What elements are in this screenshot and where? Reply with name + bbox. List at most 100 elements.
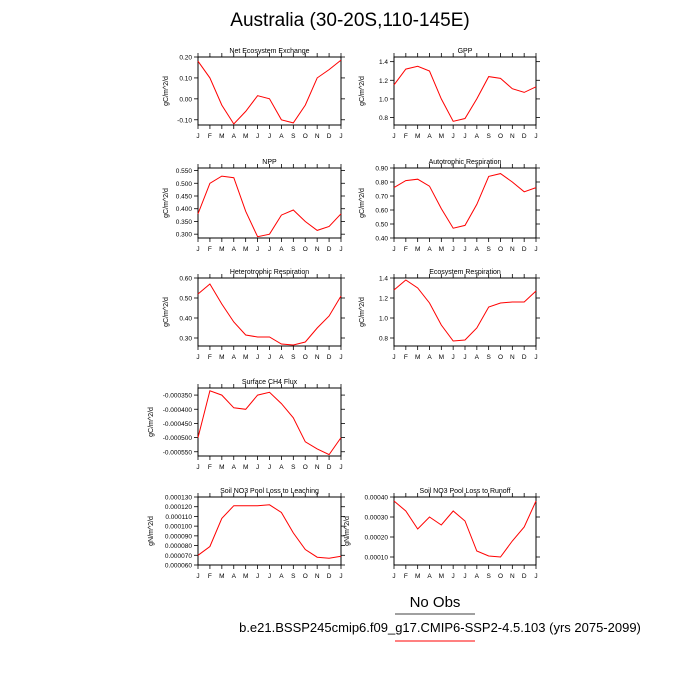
y-tick-label: 0.60 [179,276,192,283]
x-tick-label: J [452,354,455,361]
y-tick-label: 0.000080 [165,543,192,550]
x-tick-label: O [303,133,308,140]
series-line-0 [393,279,537,342]
x-tick-label: J [256,246,259,253]
x-tick-label: S [486,246,491,253]
y-tick-label: -0.000500 [163,435,193,442]
x-tick-label: A [279,354,284,361]
x-tick-label: J [268,354,271,361]
y-tick-label: 0.00020 [365,535,389,542]
y-tick-label: 0.00010 [365,555,389,562]
series-line-0 [197,59,342,125]
y-tick-label: 0.60 [375,208,388,215]
x-tick-label: F [404,133,408,140]
y-tick-label: 0.000100 [165,524,192,531]
panel-frame [393,167,537,239]
x-tick-label: S [291,464,296,471]
x-tick-label: M [439,133,444,140]
y-tick-label: 0.70 [375,194,388,201]
x-tick-label: J [392,246,395,253]
x-tick-label: M [415,133,420,140]
y-tick-label: 1.4 [379,59,388,66]
x-tick-label: J [339,464,342,471]
x-tick-label: N [510,573,515,580]
x-tick-label: F [208,573,212,580]
y-tick-label: -0.000400 [163,407,193,414]
y-tick-label: 0.300 [176,232,193,239]
panel-title: Surface CH4 Flux [242,379,298,386]
x-tick-label: N [315,573,320,580]
x-tick-label: J [256,573,259,580]
x-tick-label: J [392,573,395,580]
x-tick-label: O [303,464,308,471]
x-tick-label: O [498,354,503,361]
x-tick-label: D [327,573,332,580]
x-tick-label: N [510,354,515,361]
y-axis-label: gN/m^2/d [344,516,351,546]
x-tick-label: A [232,246,237,253]
panel-title: GPP [458,48,473,55]
y-tick-label: 1.0 [379,316,388,323]
x-tick-label: J [196,246,199,253]
x-tick-label: J [452,133,455,140]
x-tick-label: M [439,354,444,361]
y-tick-label: 0.450 [176,194,193,201]
series-line-0 [197,283,342,346]
y-tick-label: -0.000350 [163,393,193,400]
x-tick-label: M [415,573,420,580]
x-tick-label: J [463,354,466,361]
y-tick-label: 0.350 [176,219,193,226]
x-tick-label: J [256,354,259,361]
x-tick-label: O [498,246,503,253]
panel-frame [197,56,342,126]
x-tick-label: M [243,464,248,471]
x-tick-label: J [463,573,466,580]
x-tick-label: S [291,573,296,580]
y-tick-label: 0.000090 [165,533,192,540]
y-tick-label: 0.000070 [165,553,192,560]
x-tick-label: A [427,246,432,253]
y-axis-label: gC/m^2/d [163,76,170,106]
x-tick-label: N [315,464,320,471]
x-tick-label: O [498,573,503,580]
y-tick-label: 0.500 [176,181,193,188]
panel-title: Soil NO3 Pool Loss to Runoff [420,488,511,495]
x-tick-label: A [279,133,284,140]
legend-case-label: b.e21.BSSP245cmip6.f09_g17.CMIP6-SSP2-4.… [239,620,641,635]
y-axis-label: gC/m^2/d [163,188,170,218]
x-tick-label: M [439,573,444,580]
y-axis-label: gC/m^2/d [148,407,155,437]
y-tick-label: 0.550 [176,168,193,175]
x-tick-label: A [475,133,480,140]
x-tick-label: J [463,133,466,140]
series-line-0 [393,65,537,122]
panel-5: Ecosystem Respiration gC/m^2/d 1.4 1.2 1.0 0.… [359,269,540,361]
x-tick-label: J [196,133,199,140]
x-tick-label: A [279,464,284,471]
x-tick-label: N [315,246,320,253]
x-tick-label: D [522,246,527,253]
x-tick-label: J [256,464,259,471]
x-tick-label: D [327,464,332,471]
y-tick-label: 0.8 [379,115,388,122]
x-tick-label: J [339,354,342,361]
panel-0: Net Ecosystem Exchange gC/m^2/d 0.20 0.10 0.… [163,48,345,140]
y-tick-label: -0.000450 [163,421,193,428]
panel-6: Surface CH4 Flux gC/m^2/d -0.000350 -0.0004… [148,379,345,471]
x-tick-label: J [256,133,259,140]
x-tick-label: S [486,133,491,140]
x-tick-label: J [268,133,271,140]
panel-title: Soil NO3 Pool Loss to Leaching [220,488,319,495]
x-tick-label: M [219,464,224,471]
y-tick-label: 0.80 [375,180,388,187]
series-line-0 [197,504,342,559]
y-tick-label: 1.2 [379,78,388,85]
y-tick-label: 0.000060 [165,563,192,570]
x-tick-label: J [452,573,455,580]
y-axis-label: gC/m^2/d [163,297,170,327]
x-tick-label: O [498,133,503,140]
y-tick-label: 0.000130 [165,495,192,502]
legend-obs-label: No Obs [409,594,461,611]
x-tick-label: J [196,464,199,471]
